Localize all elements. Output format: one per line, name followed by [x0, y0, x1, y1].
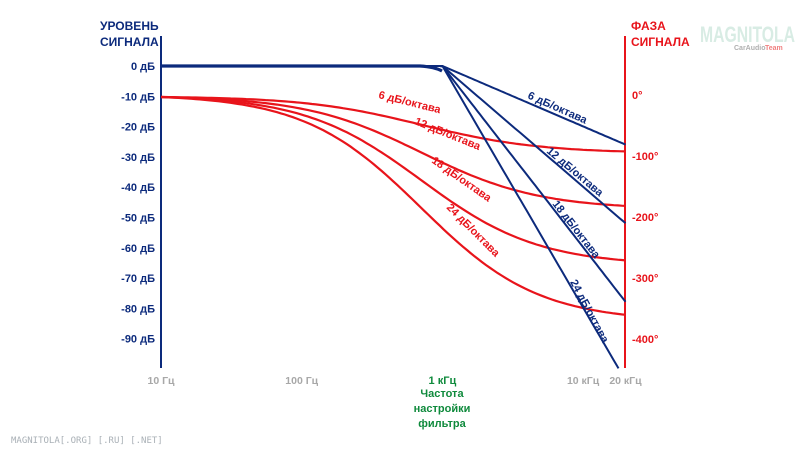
left-tick-label: -40 дБ [121, 182, 155, 194]
logo: MAGNITOLA CarAudio Team [700, 22, 795, 52]
logo-text: MAGNITOLA [700, 22, 795, 47]
right-axis-title-2: СИГНАЛА [631, 35, 690, 49]
left-axis-title-2: СИГНАЛА [100, 35, 159, 49]
phase-label-24: 24 дБ/октава [444, 202, 502, 260]
left-tick-label: -60 дБ [121, 243, 155, 255]
right-tick-label: -400° [632, 334, 658, 346]
left-tick-label: -70 дБ [121, 273, 155, 285]
right-tick-label: 0° [632, 90, 643, 102]
phase-curve [160, 95, 626, 316]
x-tick-label: 20 кГц [609, 375, 642, 387]
logo-sub1: CarAudio [734, 45, 766, 52]
left-tick-label: -20 дБ [121, 122, 155, 134]
mag-label-6: 6 дБ/октава [526, 90, 590, 127]
x-tick-label: 1 кГц [429, 375, 457, 387]
x-tick-label: 100 Гц [285, 375, 318, 387]
phase-curve [161, 95, 626, 153]
right-axis-title-1: ФАЗА [631, 19, 666, 33]
left-tick-label: -30 дБ [121, 152, 155, 164]
footer-text: MAGNITOLA[.ORG] [.RU] [.NET] [11, 436, 163, 446]
right-tick-label: -200° [632, 212, 658, 224]
mag-label-18: 18 дБ/октава [550, 198, 603, 261]
left-tick-label: -90 дБ [121, 334, 155, 346]
left-tick-label: -10 дБ [121, 91, 155, 103]
left-tick-label: 0 дБ [131, 61, 155, 73]
mag-label-12: 12 дБ/октава [544, 145, 606, 200]
phase-curve [160, 95, 626, 262]
x-tick-label: 10 кГц [567, 375, 600, 387]
passband-line [161, 64, 443, 73]
cutoff-label-1: Частота [420, 388, 464, 400]
right-tick-label: -300° [632, 273, 658, 285]
left-tick-label: -80 дБ [121, 303, 155, 315]
phase-label-6: 6 дБ/октава [377, 89, 442, 116]
left-tick-label: -50 дБ [121, 213, 155, 225]
x-tick-label: 10 Гц [147, 375, 175, 387]
phase-curve [160, 95, 626, 207]
cutoff-label-2: настройки [414, 403, 471, 415]
cutoff-label-3: фильтра [418, 418, 466, 430]
left-axis-title-1: УРОВЕНЬ [100, 19, 159, 33]
phase-label-12: 12 дБ/октава [413, 116, 483, 154]
logo-sub2: Team [765, 45, 783, 52]
right-tick-label: -100° [632, 151, 658, 163]
